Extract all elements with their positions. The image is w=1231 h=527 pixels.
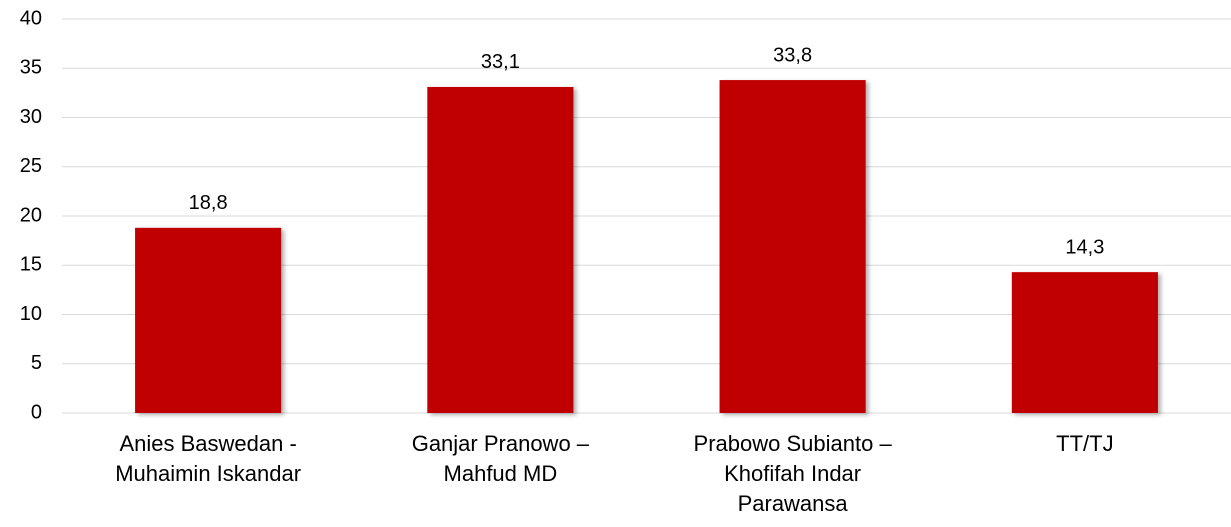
bar <box>135 227 282 413</box>
x-tick-label: Ganjar Pranowo – Mahfud MD <box>411 431 590 486</box>
y-tick-label: 35 <box>20 57 42 79</box>
value-label: 33,8 <box>773 44 812 66</box>
bar <box>427 86 574 413</box>
value-label: 18,8 <box>189 192 228 214</box>
y-tick-label: 30 <box>20 106 42 128</box>
y-tick-label: 25 <box>20 155 42 177</box>
y-tick-label: 40 <box>20 7 42 29</box>
x-tick-label: Anies Baswedan - Muhaimin Iskandar <box>115 431 302 486</box>
y-tick-label: 0 <box>31 401 42 423</box>
value-label: 33,1 <box>481 51 520 73</box>
x-tick-label: Prabowo Subianto – Khofifah Indar Parawa… <box>693 431 892 516</box>
bar <box>1011 272 1158 413</box>
y-tick-label: 5 <box>31 352 42 374</box>
y-tick-label: 20 <box>20 204 42 226</box>
value-label: 14,3 <box>1065 236 1104 258</box>
y-tick-label: 10 <box>20 303 42 325</box>
y-tick-label: 15 <box>20 254 42 276</box>
bar <box>719 80 866 413</box>
x-tick-label: TT/TJ <box>1056 431 1114 456</box>
